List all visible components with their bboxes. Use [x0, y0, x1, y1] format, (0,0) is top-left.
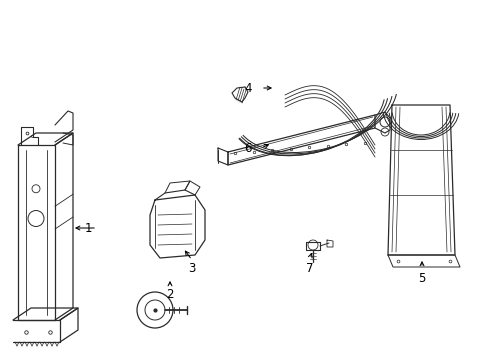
- Text: 1: 1: [84, 221, 92, 234]
- Text: 5: 5: [417, 271, 425, 284]
- Text: 2: 2: [166, 288, 173, 302]
- Text: 6: 6: [244, 141, 251, 154]
- Text: 3: 3: [188, 261, 195, 274]
- Text: 7: 7: [305, 261, 313, 274]
- Text: 4: 4: [244, 81, 251, 95]
